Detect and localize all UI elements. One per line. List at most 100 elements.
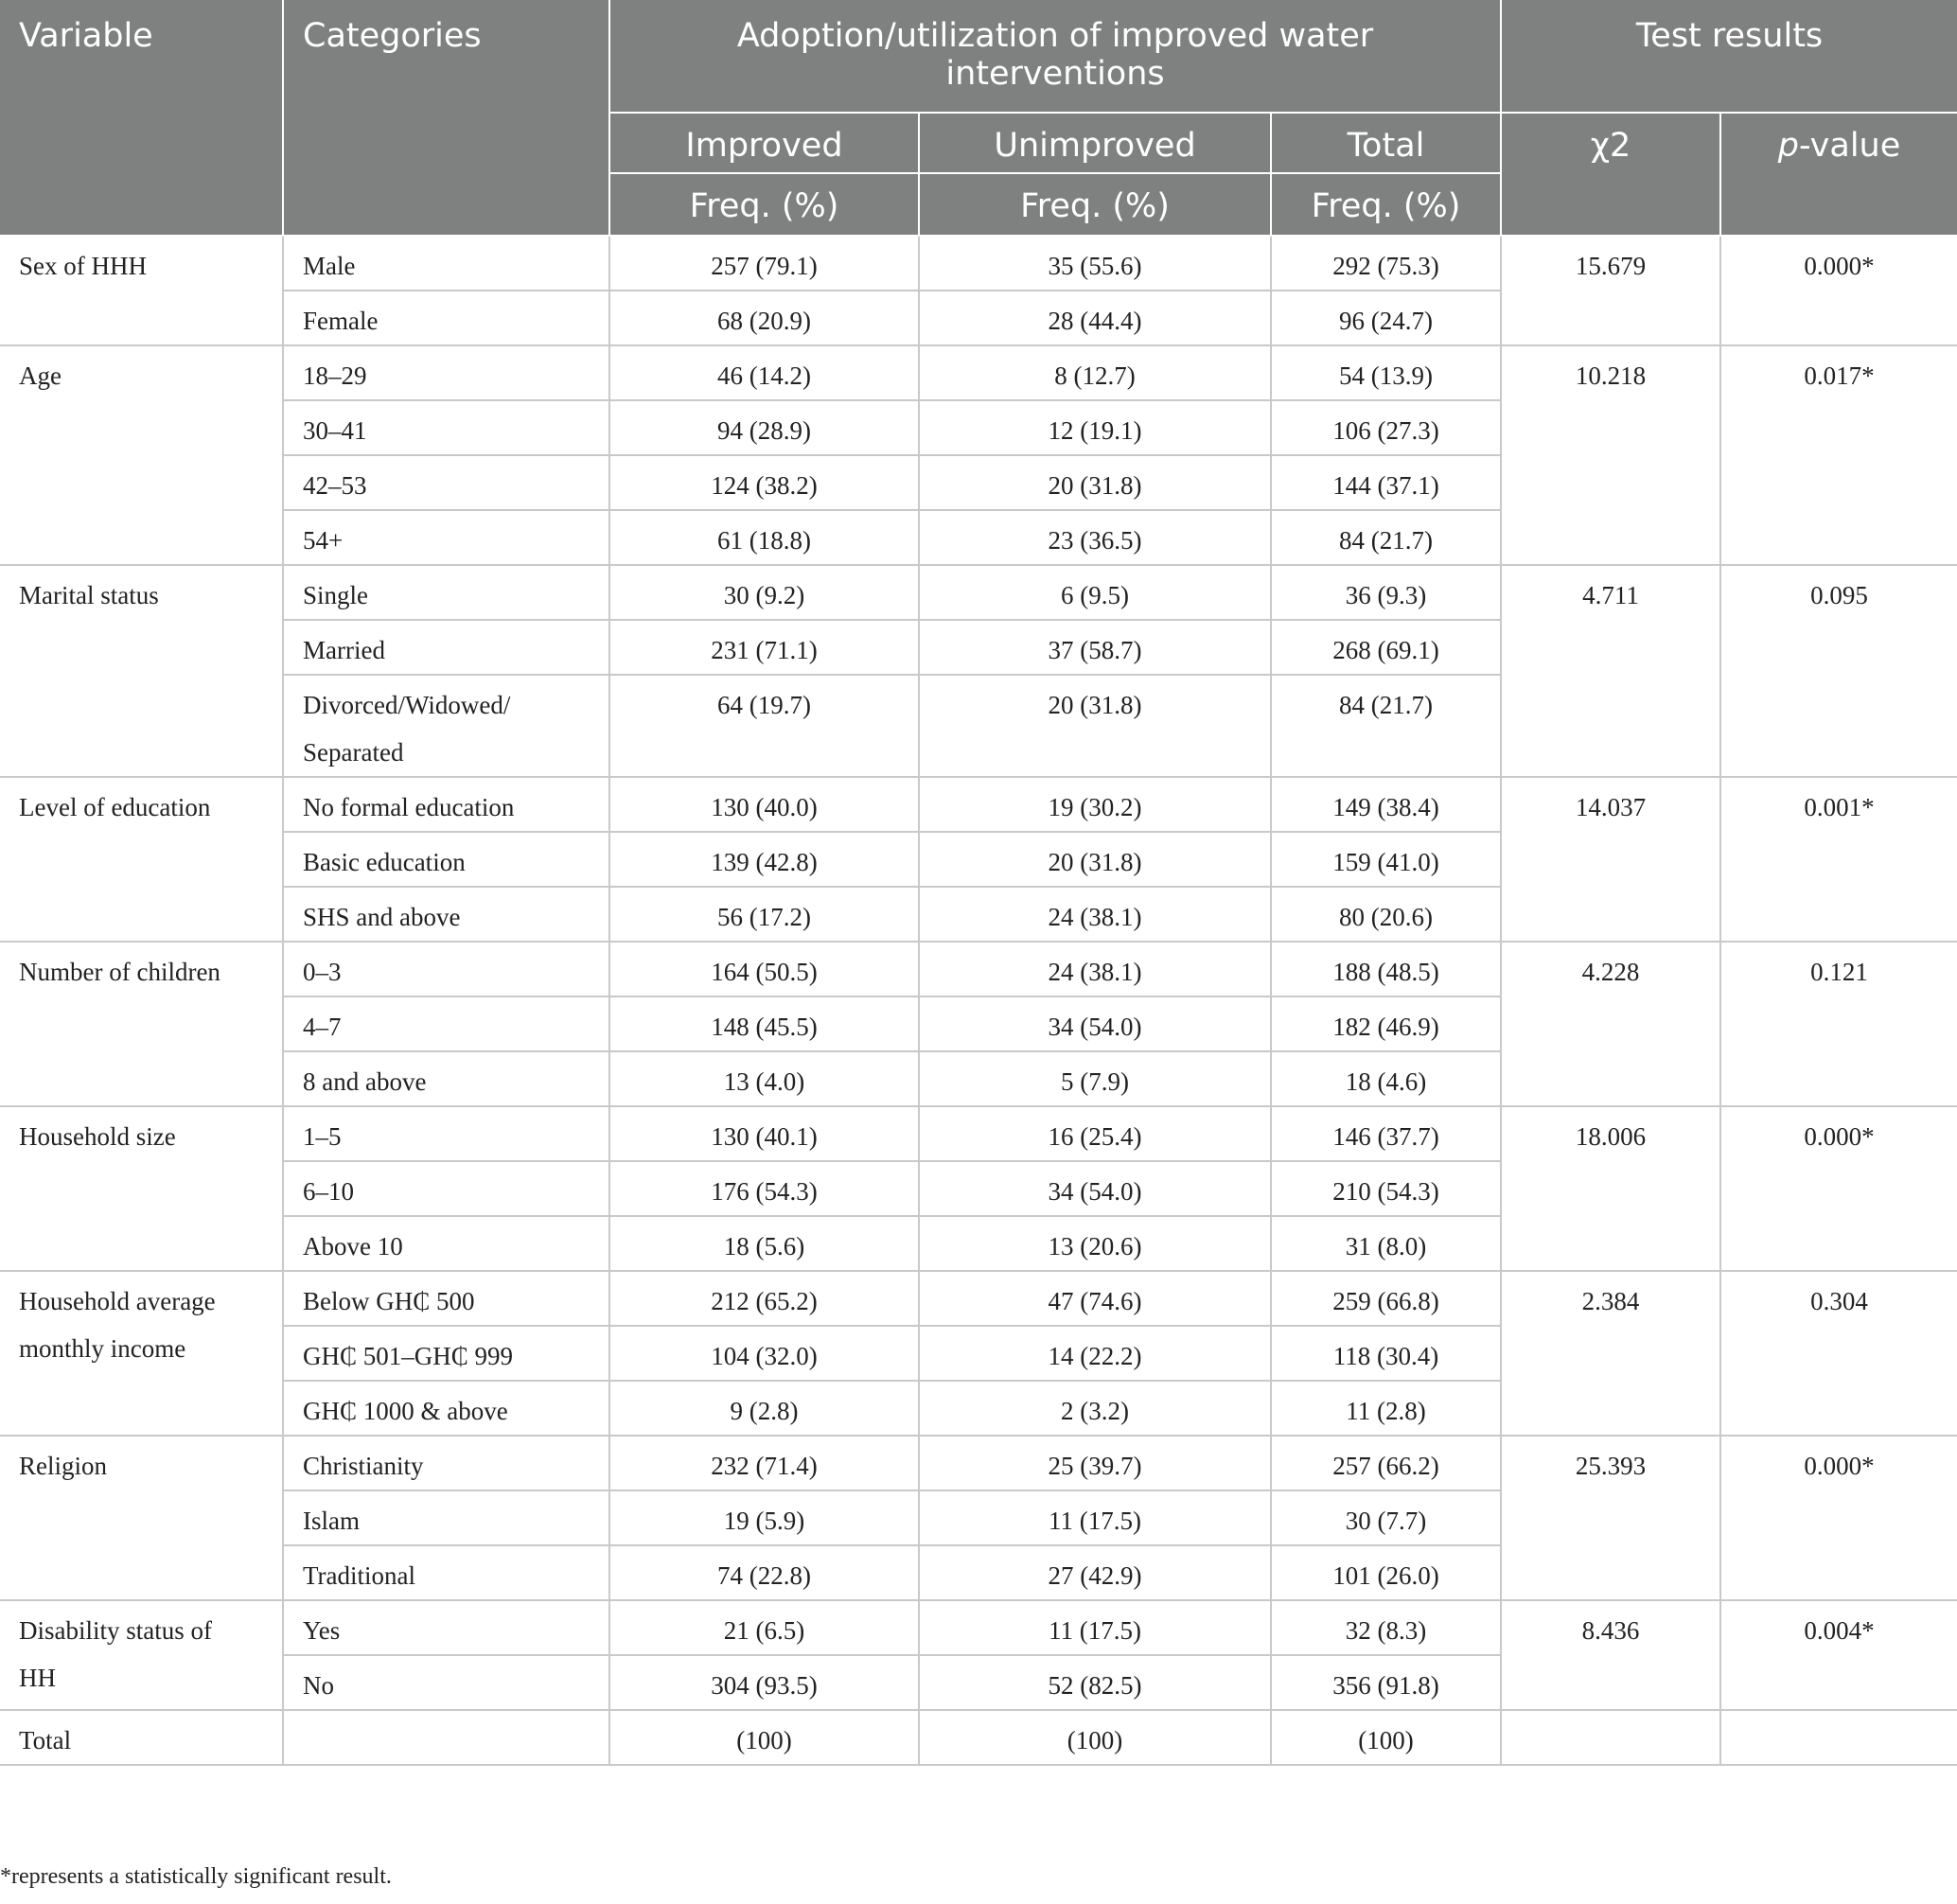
- variable-line: Age: [19, 361, 62, 390]
- cell-improved: 56 (17.2): [608, 886, 920, 943]
- category-line: Married: [303, 636, 385, 664]
- category-line: Single: [303, 581, 369, 609]
- cell-improved: 21 (6.5): [608, 1599, 920, 1656]
- cell-improved: 130 (40.0): [608, 776, 920, 833]
- cell-category: No: [282, 1654, 610, 1711]
- cell-total: 144 (37.1): [1269, 454, 1503, 511]
- category-line: Traditional: [303, 1561, 416, 1590]
- cell-category: GH₵ 501–GH₵ 999: [282, 1325, 610, 1382]
- cell-p-value: 0.000*: [1719, 1105, 1957, 1272]
- category-line: 30–41: [303, 416, 367, 445]
- category-line: Christianity: [303, 1452, 424, 1480]
- category-line: Islam: [303, 1507, 360, 1535]
- cell-unimproved: 11 (17.5): [918, 1490, 1272, 1546]
- cell-total: 54 (13.9): [1269, 344, 1503, 401]
- table-row: Married 231 (71.1) 37 (58.7) 268 (69.1): [0, 619, 1957, 676]
- table-row: Above 10 18 (5.6) 13 (20.6) 31 (8.0): [0, 1215, 1957, 1272]
- cell-chi2: 4.711: [1500, 564, 1722, 778]
- cell-chi2: 18.006: [1500, 1105, 1722, 1272]
- cell-total: (100): [1269, 1709, 1503, 1766]
- cell-improved: 104 (32.0): [608, 1325, 920, 1382]
- cell-unimproved: 24 (38.1): [918, 941, 1272, 997]
- cell-category: Traditional: [282, 1544, 610, 1601]
- cell-category: GH₵ 1000 & above: [282, 1380, 610, 1437]
- table-row: Household average monthly income Below GH₵…: [0, 1270, 1957, 1437]
- cell-p-value: 0.001*: [1719, 776, 1957, 943]
- cell-variable: Level of education: [0, 776, 284, 943]
- cell-total: 159 (41.0): [1269, 831, 1503, 888]
- table-footnote: *represents a statistically significant …: [0, 1864, 392, 1889]
- cell-category: Single: [282, 564, 610, 621]
- variable-line: Total: [19, 1726, 72, 1754]
- header-categories: Categories: [282, 0, 610, 237]
- cell-unimproved: 20 (31.8): [918, 831, 1272, 888]
- table-row: GH₵ 501–GH₵ 999 104 (32.0) 14 (22.2) 118 (3…: [0, 1325, 1957, 1382]
- cell-chi2: [1500, 1709, 1722, 1766]
- cell-variable: Marital status: [0, 564, 284, 778]
- cell-unimproved: 2 (3.2): [918, 1380, 1272, 1437]
- cell-variable: Age: [0, 344, 284, 566]
- cell-improved: 232 (71.4): [608, 1435, 920, 1491]
- cell-improved: 13 (4.0): [608, 1050, 920, 1107]
- cell-category: [282, 1709, 610, 1766]
- cell-category: Christianity: [282, 1435, 610, 1491]
- variable-line: Marital status: [19, 581, 159, 609]
- cell-unimproved: 19 (30.2): [918, 776, 1272, 833]
- cell-category: 30–41: [282, 399, 610, 456]
- cell-improved: 176 (54.3): [608, 1160, 920, 1217]
- cell-category: Female: [282, 290, 610, 346]
- cell-improved: 64 (19.7): [608, 674, 920, 778]
- header-p-italic: p: [1777, 127, 1799, 165]
- header-freq-improved: Freq. (%): [608, 173, 920, 237]
- cell-improved: 130 (40.1): [608, 1105, 920, 1162]
- cell-total: 84 (21.7): [1269, 509, 1503, 566]
- cell-unimproved: 47 (74.6): [918, 1270, 1272, 1327]
- cell-unimproved: 11 (17.5): [918, 1599, 1272, 1656]
- header-improved: Improved: [608, 113, 920, 174]
- cell-category: 1–5: [282, 1105, 610, 1162]
- table-row: Disability status of HH Yes 21 (6.5) 11 (17.…: [0, 1599, 1957, 1711]
- cell-improved: 139 (42.8): [608, 831, 920, 888]
- cell-total: 96 (24.7): [1269, 290, 1503, 346]
- cell-category: No formal education: [282, 776, 610, 833]
- cell-improved: 94 (28.9): [608, 399, 920, 456]
- cell-improved: 18 (5.6): [608, 1215, 920, 1272]
- header-chi2: χ2: [1500, 113, 1722, 237]
- cell-unimproved: 20 (31.8): [918, 674, 1272, 778]
- variable-line: Religion: [19, 1452, 107, 1480]
- cell-improved: 19 (5.9): [608, 1490, 920, 1546]
- table-row: No 304 (93.5) 52 (82.5) 356 (91.8): [0, 1654, 1957, 1711]
- cell-category: Yes: [282, 1599, 610, 1656]
- cell-unimproved: 16 (25.4): [918, 1105, 1272, 1162]
- cell-total: 182 (46.9): [1269, 996, 1503, 1052]
- table-row: 8 and above 13 (4.0) 5 (7.9) 18 (4.6): [0, 1050, 1957, 1107]
- cell-total: 84 (21.7): [1269, 674, 1503, 778]
- variable-line: monthly income: [19, 1334, 186, 1363]
- table-row: Islam 19 (5.9) 11 (17.5) 30 (7.7): [0, 1490, 1957, 1546]
- table-row: GH₵ 1000 & above 9 (2.8) 2 (3.2) 11 (2.8): [0, 1380, 1957, 1437]
- table-row: SHS and above 56 (17.2) 24 (38.1) 80 (20.6): [0, 886, 1957, 943]
- cell-unimproved: 25 (39.7): [918, 1435, 1272, 1491]
- cell-total: 356 (91.8): [1269, 1654, 1503, 1711]
- cell-improved: 231 (71.1): [608, 619, 920, 676]
- variable-line: Disability status of: [19, 1616, 212, 1645]
- cell-total: 259 (66.8): [1269, 1270, 1503, 1327]
- cell-unimproved: 20 (31.8): [918, 454, 1272, 511]
- category-line: Separated: [303, 738, 404, 767]
- category-line: Above 10: [303, 1232, 403, 1261]
- cell-improved: 148 (45.5): [608, 996, 920, 1052]
- table-row: Marital status Single 30 (9.2) 6 (9.5) 36 (9…: [0, 564, 1957, 778]
- category-line: Male: [303, 252, 356, 280]
- cell-unimproved: 12 (19.1): [918, 399, 1272, 456]
- cell-improved: 68 (20.9): [608, 290, 920, 346]
- cell-total: 149 (38.4): [1269, 776, 1503, 833]
- cell-chi2: 2.384: [1500, 1270, 1722, 1437]
- cell-unimproved: 35 (55.6): [918, 235, 1272, 291]
- table-row: Level of education No formal education 130…: [0, 776, 1957, 943]
- cell-category: Divorced/Widowed/Separated: [282, 674, 610, 778]
- cell-chi2: 15.679: [1500, 235, 1722, 346]
- category-line: Below GH₵ 500: [303, 1287, 475, 1315]
- cell-category: 0–3: [282, 941, 610, 997]
- cell-chi2: 14.037: [1500, 776, 1722, 943]
- cell-category: 54+: [282, 509, 610, 566]
